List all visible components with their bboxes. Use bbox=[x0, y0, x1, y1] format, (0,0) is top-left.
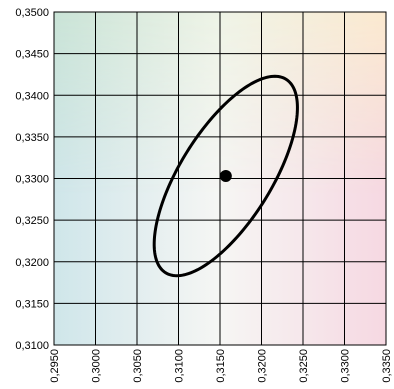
y-tick-label: 0,3450 bbox=[15, 49, 49, 61]
grid bbox=[53, 11, 387, 346]
x-tick-label: 0,3150 bbox=[215, 349, 227, 383]
x-tick-label: 0,3350 bbox=[381, 349, 393, 383]
y-tick-label: 0,3100 bbox=[15, 340, 49, 352]
x-axis: 0,2950 0,3000 0,3050 0,3100 0,3150 0,3200 0,32… bbox=[49, 349, 393, 383]
plot-area bbox=[53, 11, 387, 346]
plot-frame bbox=[53, 11, 387, 346]
y-tick-label: 0,3500 bbox=[15, 7, 49, 19]
x-tick-label: 0,2950 bbox=[49, 349, 61, 383]
x-tick-label: 0,3000 bbox=[91, 349, 103, 383]
y-tick-label: 0,3350 bbox=[15, 132, 49, 144]
y-tick-label: 0,3200 bbox=[15, 257, 49, 269]
x-tick-label: 0,3300 bbox=[340, 349, 352, 383]
x-tick-label: 0,3200 bbox=[257, 349, 269, 383]
data-point bbox=[219, 170, 232, 183]
y-tick-label: 0,3400 bbox=[15, 90, 49, 102]
y-tick-label: 0,3300 bbox=[15, 174, 49, 186]
y-axis: 0,3100 0,3150 0,3200 0,3250 0,3300 0,3350 0,34… bbox=[15, 7, 49, 352]
x-tick-label: 0,3100 bbox=[174, 349, 186, 383]
tolerance-ellipse bbox=[152, 74, 299, 278]
y-tick-label: 0,3150 bbox=[15, 298, 49, 310]
x-tick-label: 0,3250 bbox=[298, 349, 310, 383]
x-tick-label: 0,3050 bbox=[132, 349, 144, 383]
y-tick-label: 0,3250 bbox=[15, 215, 49, 227]
